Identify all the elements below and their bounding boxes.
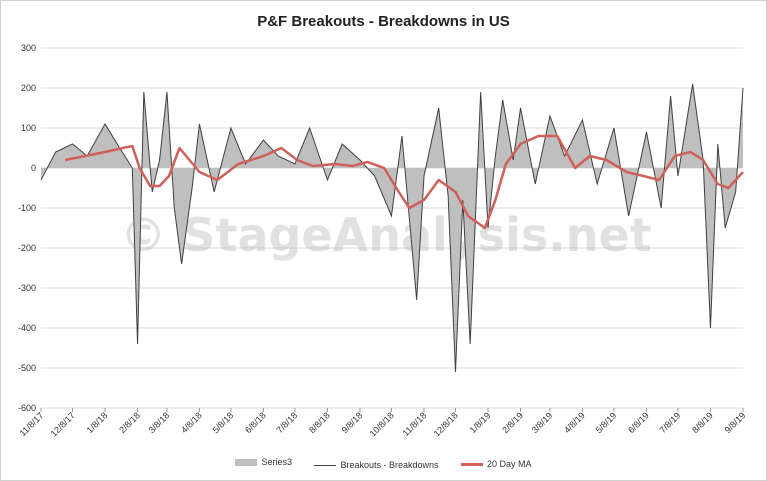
legend-label-ma: 20 Day MA (487, 459, 532, 469)
x-tick-label: 8/8/18 (307, 410, 332, 435)
x-tick-label: 6/8/19 (626, 410, 651, 435)
x-tick-label: 2/8/18 (117, 410, 142, 435)
y-tick-label: 300 (21, 43, 36, 53)
legend-label-series3: Series3 (261, 457, 292, 467)
x-tick-label: 3/8/19 (530, 410, 555, 435)
x-tick-label: 1/8/19 (468, 410, 493, 435)
legend-item-ma: 20 Day MA (461, 459, 532, 469)
x-tick-label: 11/8/17 (18, 410, 46, 438)
chart-title: P&F Breakouts - Breakdowns in US (257, 13, 510, 30)
x-tick-label: 7/8/19 (658, 410, 683, 435)
x-tick-label: 12/8/17 (49, 410, 77, 438)
x-tick-label: 7/8/18 (275, 410, 300, 435)
y-tick-label: -300 (18, 283, 36, 293)
watermark: © StageAnalysis.net (120, 208, 651, 262)
legend-swatch-ma (461, 462, 484, 466)
x-tick-label: 8/8/19 (690, 410, 715, 435)
breakouts-polyline (40, 83, 744, 373)
x-tick-label: 6/8/18 (243, 410, 268, 435)
y-axis-ticks: 300 200 100 0 -100 -200 -300 -400 -500 -600 (18, 43, 36, 413)
y-tick-label: -600 (18, 403, 36, 413)
y-tick-label: -200 (18, 243, 36, 253)
y-tick-label: 200 (21, 83, 36, 93)
legend: Series3 Breakouts - Breakdowns 20 Day MA (1, 457, 766, 470)
x-tick-label: 3/8/18 (147, 410, 172, 435)
legend-label-breakouts: Breakouts - Breakdowns (340, 460, 439, 470)
x-tick-label: 4/8/18 (179, 410, 204, 435)
x-tick-label: 2/8/19 (500, 410, 525, 435)
x-axis-ticks: 11/8/17 12/8/17 1/8/18 2/8/18 3/8/18 4/8/18 5/… (18, 408, 748, 439)
x-tick-label: 12/8/18 (432, 410, 460, 438)
legend-swatch-breakouts (314, 464, 337, 466)
y-tick-label: 100 (21, 123, 36, 133)
x-tick-label: 10/8/18 (368, 410, 396, 438)
legend-swatch-series3 (235, 458, 258, 466)
legend-item-breakouts: Breakouts - Breakdowns (314, 460, 439, 470)
x-tick-label: 1/8/18 (85, 410, 110, 435)
x-tick-label: 9/8/19 (723, 410, 748, 435)
ma-line (64, 134, 744, 230)
x-tick-label: 5/8/19 (594, 410, 619, 435)
y-tick-label: -100 (18, 203, 36, 213)
x-tick-label: 5/8/18 (211, 410, 236, 435)
ma-polyline (64, 134, 744, 230)
x-tick-label: 11/8/18 (401, 410, 429, 438)
x-tick-label: 4/8/19 (562, 410, 587, 435)
x-tick-label: 9/8/18 (340, 410, 365, 435)
y-tick-label: 0 (31, 163, 36, 173)
y-tick-label: -500 (18, 363, 36, 373)
breakouts-line (40, 83, 744, 373)
y-tick-label: -400 (18, 323, 36, 333)
legend-item-series3: Series3 (235, 457, 292, 467)
